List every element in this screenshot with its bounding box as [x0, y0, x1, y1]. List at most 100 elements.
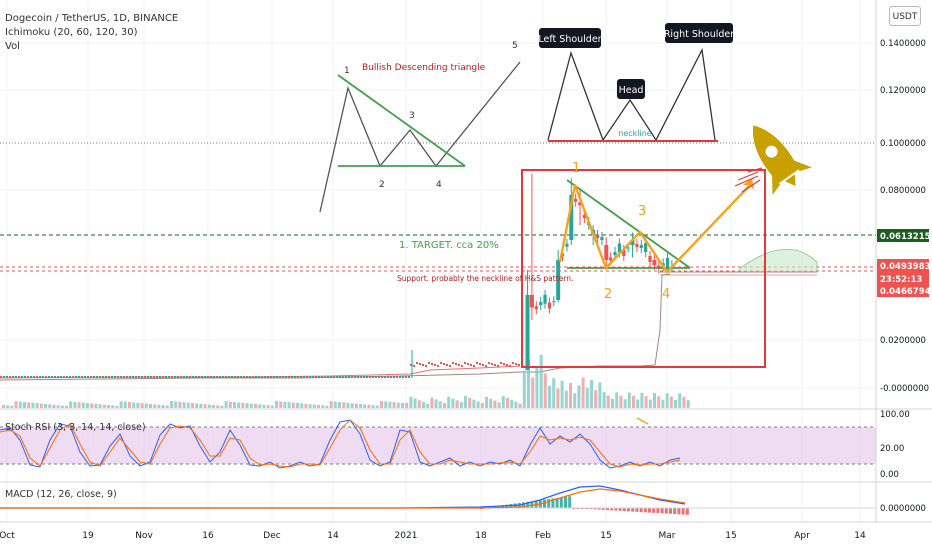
volume-bar [644, 396, 648, 408]
macd-label[interactable]: MACD (12, 26, close, 9) [5, 489, 117, 500]
volume-bar [321, 405, 325, 408]
time-tick: 15 [725, 531, 736, 541]
candle-body [556, 260, 561, 300]
candle [315, 376, 317, 378]
candle-body [552, 301, 556, 303]
candle [494, 364, 496, 366]
candle [204, 376, 206, 378]
candle [336, 376, 338, 378]
candle [222, 376, 224, 378]
volume-bar [170, 401, 173, 408]
ichimoku-label[interactable]: Ichimoku (20, 60, 120, 30) [5, 27, 138, 38]
volume-bar [216, 405, 220, 408]
candle [123, 376, 125, 378]
volume-bar [422, 402, 425, 408]
candle [294, 376, 296, 378]
candle [258, 376, 260, 378]
volume-bar [598, 382, 602, 408]
currency-button[interactable]: USDT [889, 6, 921, 26]
volume-bar [312, 404, 316, 408]
macd-bar [677, 508, 681, 515]
candle-body [613, 252, 617, 255]
candle [45, 376, 47, 378]
candle [120, 376, 122, 378]
volume-bar [636, 399, 640, 408]
volume-bar [191, 403, 194, 408]
candle [126, 376, 128, 378]
stoch-d-line [0, 419, 681, 468]
candle [378, 376, 380, 378]
volume-bar [157, 404, 161, 408]
stoch-label[interactable]: Stoch RSI (3, 3, 14, 14, close) [5, 422, 146, 433]
volume-bar [220, 405, 224, 408]
candle [189, 376, 191, 378]
candle [48, 376, 50, 378]
candle [396, 376, 398, 378]
volume-bar [6, 405, 10, 408]
vol-label[interactable]: Vol [5, 41, 20, 52]
candles [0, 173, 674, 378]
volume-bar [514, 401, 518, 408]
candle [327, 376, 329, 378]
volume-bar [653, 393, 656, 408]
candle [279, 376, 281, 378]
volume-bar [354, 403, 358, 408]
candle [42, 376, 44, 378]
volume-bar [178, 401, 182, 408]
time-axis[interactable]: Oct 19 Nov 16 Dec 14 2021 18 Feb 15 Mar 15 Apr 14 [0, 531, 866, 541]
candle-body [635, 244, 639, 247]
stoch-orange-mark [636, 417, 649, 425]
candle [108, 376, 110, 378]
macd-bar [593, 508, 597, 510]
macd-signal-line [0, 488, 686, 509]
candle-body [609, 257, 613, 261]
candle [99, 376, 101, 378]
candle [111, 376, 113, 378]
candle [153, 376, 155, 378]
svg-text:0.0493983: 0.0493983 [880, 262, 931, 272]
candle [174, 376, 176, 378]
candle [375, 376, 377, 378]
pattern-label-1: 1 [572, 161, 580, 176]
candle [455, 363, 457, 365]
candle [270, 376, 272, 378]
candle [66, 376, 68, 378]
candle [147, 376, 149, 378]
volume-bar [98, 404, 102, 408]
candle [309, 376, 311, 378]
candle [518, 364, 520, 366]
candle [324, 376, 326, 378]
macd-bar [660, 508, 664, 514]
candle [0, 376, 2, 378]
time-tick: 18 [475, 531, 487, 541]
candle [219, 376, 221, 378]
candle [446, 364, 448, 366]
candle [207, 376, 209, 378]
candle [105, 376, 107, 378]
candle [413, 365, 415, 367]
candle [87, 376, 89, 378]
candle [434, 364, 436, 366]
volume-bar [468, 397, 472, 408]
volume-bar [678, 393, 682, 408]
candle [422, 364, 424, 366]
macd-bar [551, 498, 555, 508]
candle [351, 376, 353, 378]
volume-bar [203, 404, 207, 408]
orange-arrow-head [743, 178, 754, 190]
candle [102, 376, 104, 378]
volume-bar [300, 403, 304, 408]
symbol-title[interactable]: Dogecoin / TetherUS, 1D, BINANCE [5, 13, 179, 24]
price-badges: 0.0613215 0.0493983 23:52:13 0.0466794 [877, 229, 931, 297]
candle-body [565, 243, 569, 247]
volume-bar [107, 405, 110, 408]
head-label: Head [617, 79, 645, 99]
volume-bar [506, 398, 509, 408]
volume-bar [31, 402, 35, 408]
price-axis[interactable]: 0.1400000 0.1200000 0.1000000 0.0800000 0.02… [880, 39, 929, 394]
candle [240, 376, 242, 378]
volume-bar [417, 400, 421, 408]
candle [449, 365, 451, 367]
candle [458, 364, 460, 366]
